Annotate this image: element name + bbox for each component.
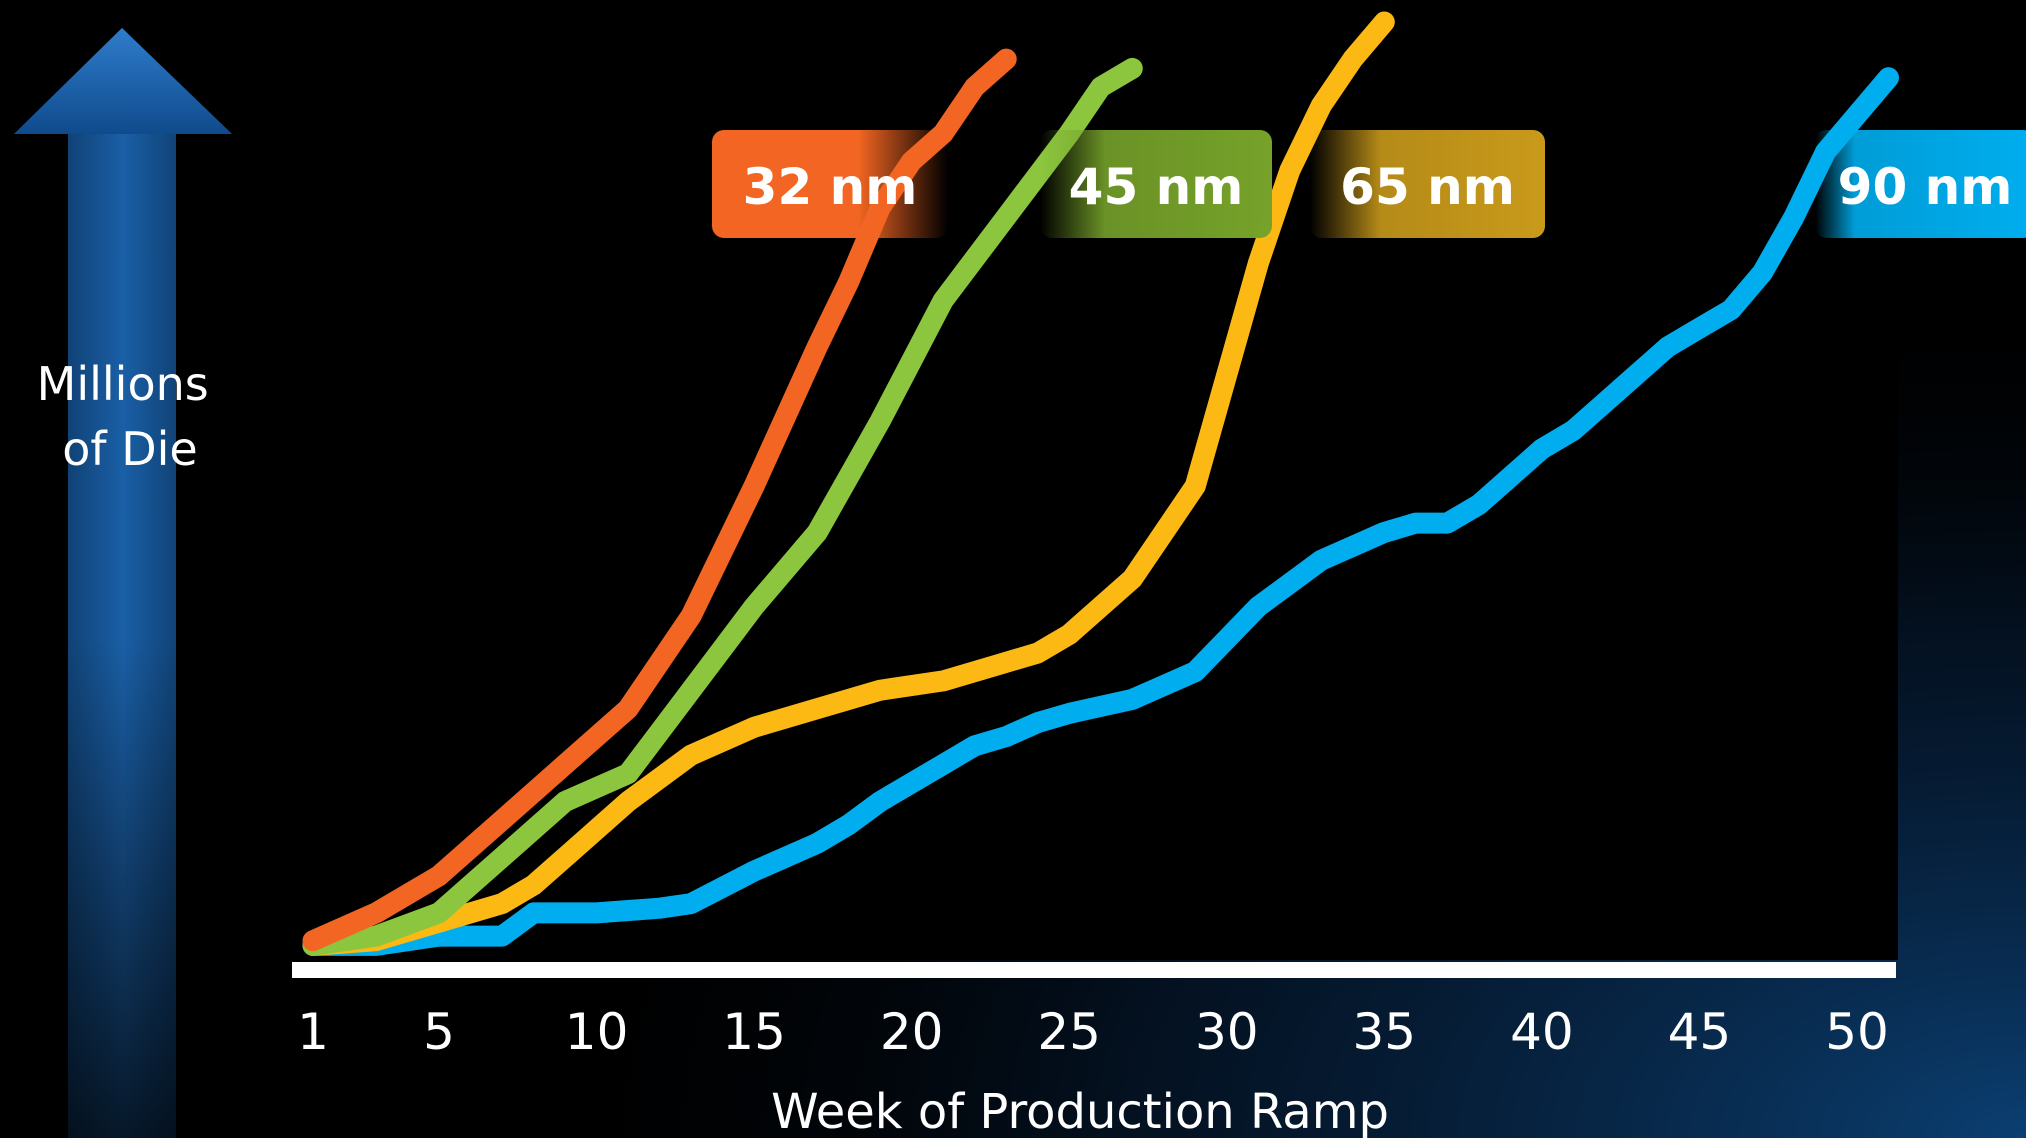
series-label-box (712, 130, 948, 238)
series-label-box (1815, 130, 2026, 238)
series-label-box (1310, 130, 1545, 238)
x-tick-labels: 1 5 10 15 20 25 30 35 40 45 50 (297, 1003, 1889, 1061)
y-axis-arrow (14, 28, 234, 1138)
x-tick-label: 20 (880, 1003, 944, 1061)
series-label-65-nm: 65 nm (1310, 130, 1545, 238)
x-axis-line (292, 962, 1896, 978)
arrow-fade (14, 28, 234, 1138)
x-tick-label: 10 (565, 1003, 629, 1061)
x-tick-label: 40 (1510, 1003, 1574, 1061)
y-axis-label-line-2: of Die (62, 422, 197, 476)
x-tick-label: 1 (297, 1003, 329, 1061)
series-label-text: 32 nm (743, 158, 918, 216)
y-axis-label-line-1: Millions (37, 357, 209, 411)
x-tick-label: 25 (1037, 1003, 1101, 1061)
series-label-text: 90 nm (1838, 158, 2013, 216)
series-label-45-nm: 45 nm (1040, 130, 1272, 238)
x-tick-label: 45 (1668, 1003, 1732, 1061)
x-tick-label: 50 (1825, 1003, 1889, 1061)
series-labels: 90 nm 65 nm 45 nm 32 nm (712, 130, 2026, 238)
series-label-90-nm: 90 nm (1815, 130, 2026, 238)
x-axis-label: Week of Production Ramp (771, 1084, 1389, 1138)
y-axis-label: Millions of Die (37, 357, 224, 476)
series-label-box (1040, 130, 1272, 238)
x-tick-label: 5 (423, 1003, 455, 1061)
x-tick-label: 35 (1352, 1003, 1416, 1061)
x-tick-label: 15 (722, 1003, 786, 1061)
series-label-text: 65 nm (1340, 158, 1515, 216)
series-label-32-nm: 32 nm (712, 130, 948, 238)
series-label-text: 45 nm (1069, 158, 1244, 216)
x-tick-label: 30 (1195, 1003, 1259, 1061)
series-line-90-nm (302, 67, 1899, 956)
